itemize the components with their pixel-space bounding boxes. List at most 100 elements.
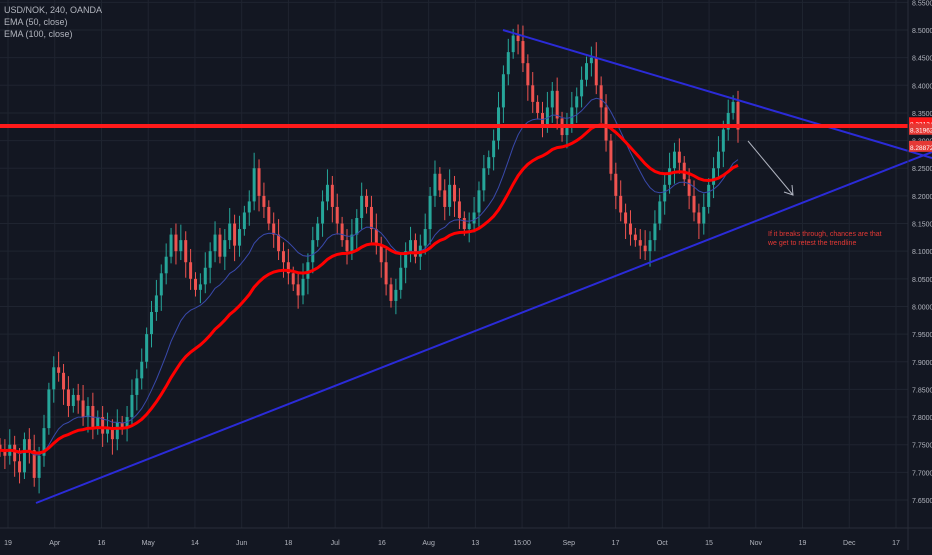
candle xyxy=(228,208,232,249)
candle xyxy=(707,178,711,214)
candle xyxy=(203,252,207,294)
candle xyxy=(624,203,628,240)
y-tick-label: 7.85000 xyxy=(912,387,932,394)
candle xyxy=(653,210,657,252)
y-tick-label: 7.70000 xyxy=(912,470,932,477)
upper-trendline[interactable] xyxy=(502,29,932,159)
candle xyxy=(594,42,598,95)
candle xyxy=(697,203,701,240)
candle xyxy=(135,369,139,411)
candle xyxy=(242,205,246,236)
candle xyxy=(428,187,432,245)
candle xyxy=(492,129,496,171)
candle xyxy=(555,77,559,130)
candle xyxy=(42,414,46,467)
candle xyxy=(115,409,119,451)
candle xyxy=(516,24,520,55)
candle xyxy=(413,233,417,264)
candle xyxy=(57,351,61,382)
candle xyxy=(399,252,403,299)
candle xyxy=(272,212,276,248)
candle xyxy=(702,193,706,235)
candle xyxy=(262,182,266,218)
candle xyxy=(369,195,373,243)
legend-ema100[interactable]: EMA (100, close) xyxy=(4,29,73,39)
y-tick-label: 7.90000 xyxy=(912,360,932,367)
annotation-text-line2: we get to retest the trendline xyxy=(767,240,856,247)
y-tick-label: 8.20000 xyxy=(912,194,932,201)
legend-ema50[interactable]: EMA (50, close) xyxy=(4,17,68,27)
x-tick-label: Jun xyxy=(236,540,247,547)
candle xyxy=(86,397,90,433)
x-tick-label: Oct xyxy=(657,540,668,547)
x-tick-label: 14 xyxy=(191,540,199,547)
candle xyxy=(584,56,588,87)
y-tick-label: 7.65000 xyxy=(912,498,932,505)
candle xyxy=(394,278,398,315)
candle xyxy=(589,46,593,77)
candle xyxy=(443,179,447,221)
y-tick-label: 8.25000 xyxy=(912,166,932,173)
candle xyxy=(448,169,452,216)
candle xyxy=(91,392,95,440)
candle xyxy=(32,434,36,487)
drawings: If it breaks through, chances are that w… xyxy=(0,29,932,504)
candle xyxy=(179,224,183,261)
candle xyxy=(330,175,334,223)
candle xyxy=(712,157,716,199)
y-tick-label: 8.05000 xyxy=(912,277,932,284)
candle xyxy=(169,227,173,264)
candle xyxy=(27,428,31,464)
candle xyxy=(628,210,632,246)
candle xyxy=(184,231,188,278)
candle xyxy=(521,25,525,73)
candle xyxy=(47,382,51,435)
x-tick-label: 19 xyxy=(4,540,12,547)
candle xyxy=(467,212,471,243)
legend-symbol[interactable]: USD/NOK, 240, OANDA xyxy=(4,5,103,15)
candle xyxy=(316,216,320,247)
x-tick-label: 17 xyxy=(892,540,900,547)
lower-trendline[interactable] xyxy=(35,151,932,504)
y-tick-label: 8.40000 xyxy=(912,83,932,90)
candle xyxy=(164,243,168,285)
candle xyxy=(257,159,261,212)
candle xyxy=(487,150,491,175)
candle xyxy=(526,54,530,101)
candle xyxy=(355,209,359,251)
x-tick-label: 15 xyxy=(705,540,713,547)
x-tick-label: Aug xyxy=(422,540,435,547)
candle xyxy=(301,263,305,305)
candle xyxy=(638,229,642,259)
ema50-line[interactable] xyxy=(0,97,739,456)
candle xyxy=(457,188,461,230)
candle xyxy=(198,273,202,304)
price-label: 8.28872 xyxy=(909,140,932,152)
candle xyxy=(423,213,427,255)
candle xyxy=(120,415,124,435)
x-tick-label: 13 xyxy=(471,540,479,547)
ema100-line[interactable] xyxy=(0,123,739,455)
candle xyxy=(619,180,623,222)
candle xyxy=(643,230,647,261)
candles xyxy=(0,24,740,494)
y-tick-label: 8.15000 xyxy=(912,222,932,229)
candle xyxy=(281,242,285,278)
candle xyxy=(62,363,66,405)
y-tick-label: 7.80000 xyxy=(912,415,932,422)
candle xyxy=(110,419,114,455)
x-tick-label: 18 xyxy=(285,540,293,547)
candle xyxy=(404,242,408,284)
candle xyxy=(233,214,237,262)
x-tick-label: Jul xyxy=(331,540,340,547)
candle xyxy=(453,175,457,217)
candle xyxy=(174,223,178,265)
candle xyxy=(409,226,413,263)
candle xyxy=(208,242,212,284)
x-tick-label: Apr xyxy=(49,540,61,547)
candle xyxy=(672,142,676,184)
candle xyxy=(482,154,486,202)
projection-arrow[interactable] xyxy=(747,140,794,196)
